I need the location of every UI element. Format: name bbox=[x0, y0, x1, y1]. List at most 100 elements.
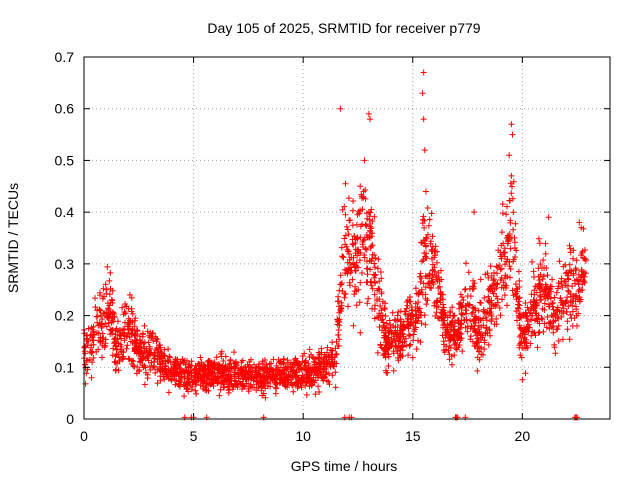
data-point bbox=[556, 258, 563, 265]
data-point bbox=[573, 292, 580, 299]
data-point bbox=[109, 352, 116, 359]
data-point bbox=[202, 384, 209, 391]
data-point bbox=[500, 279, 507, 286]
data-point bbox=[460, 297, 467, 303]
data-point bbox=[363, 246, 370, 253]
data-point bbox=[509, 131, 516, 138]
data-point bbox=[397, 327, 404, 334]
data-point bbox=[181, 369, 188, 376]
data-point bbox=[108, 317, 115, 324]
data-point bbox=[126, 356, 133, 363]
data-point bbox=[318, 345, 325, 352]
data-point bbox=[514, 317, 520, 324]
data-point bbox=[197, 382, 204, 389]
data-point bbox=[507, 217, 514, 224]
data-point bbox=[560, 305, 567, 312]
data-point bbox=[357, 183, 364, 190]
data-point bbox=[231, 349, 237, 356]
data-point bbox=[97, 307, 104, 314]
data-point bbox=[170, 371, 177, 378]
data-point bbox=[537, 261, 544, 268]
data-point bbox=[453, 341, 460, 348]
data-point bbox=[378, 307, 385, 314]
gridlines bbox=[84, 57, 610, 419]
data-point bbox=[403, 305, 410, 312]
data-point bbox=[350, 322, 357, 329]
data-point bbox=[218, 380, 224, 387]
data-point bbox=[238, 381, 244, 388]
data-point bbox=[540, 273, 547, 280]
data-point bbox=[346, 265, 352, 272]
plot-frame bbox=[83, 56, 611, 420]
data-point bbox=[461, 286, 468, 293]
data-point bbox=[564, 282, 571, 289]
data-point bbox=[133, 370, 140, 377]
data-point bbox=[222, 377, 229, 384]
data-point bbox=[504, 256, 511, 263]
data-point bbox=[363, 222, 370, 229]
data-point bbox=[475, 339, 482, 346]
data-point bbox=[325, 378, 332, 385]
data-point bbox=[244, 361, 251, 368]
data-point bbox=[364, 300, 371, 307]
data-point bbox=[516, 324, 523, 331]
data-point bbox=[578, 224, 585, 231]
data-point bbox=[123, 345, 130, 352]
data-point bbox=[121, 326, 128, 333]
y-tick-label: 0.4 bbox=[55, 204, 75, 220]
data-point bbox=[421, 312, 428, 319]
data-point bbox=[499, 251, 505, 258]
data-point bbox=[197, 373, 204, 380]
data-point bbox=[418, 320, 425, 327]
data-point bbox=[456, 305, 463, 312]
data-point bbox=[185, 388, 192, 395]
data-point bbox=[306, 383, 313, 390]
data-point bbox=[424, 231, 431, 238]
data-point bbox=[377, 303, 384, 309]
data-point bbox=[463, 316, 470, 323]
data-point bbox=[512, 281, 519, 288]
data-point bbox=[504, 240, 511, 247]
data-point bbox=[424, 280, 431, 287]
data-point bbox=[458, 311, 465, 318]
data-point bbox=[297, 364, 304, 371]
data-point bbox=[226, 386, 233, 393]
data-point bbox=[218, 374, 225, 381]
data-point bbox=[494, 295, 501, 302]
data-point bbox=[390, 323, 397, 329]
data-point bbox=[342, 241, 349, 248]
data-point bbox=[112, 367, 119, 374]
data-point bbox=[339, 206, 346, 213]
data-point bbox=[141, 347, 148, 354]
data-point bbox=[381, 305, 388, 311]
data-point bbox=[239, 357, 246, 364]
data-point bbox=[511, 245, 518, 251]
data-point bbox=[423, 255, 430, 262]
data-point bbox=[195, 366, 202, 373]
data-point bbox=[237, 366, 244, 373]
data-point bbox=[136, 346, 143, 353]
data-point bbox=[94, 319, 101, 326]
data-point bbox=[379, 298, 386, 305]
data-point bbox=[287, 380, 294, 386]
x-tick-label: 20 bbox=[515, 428, 531, 444]
data-point bbox=[427, 238, 434, 245]
data-point bbox=[217, 350, 224, 357]
data-point bbox=[471, 209, 478, 216]
y-tick-label: 0.1 bbox=[55, 359, 75, 375]
data-point bbox=[485, 286, 492, 293]
data-point bbox=[536, 240, 543, 247]
data-point bbox=[429, 233, 436, 240]
data-point bbox=[105, 320, 112, 327]
data-point bbox=[126, 291, 133, 298]
data-point bbox=[522, 300, 529, 306]
data-point bbox=[437, 295, 444, 302]
data-point bbox=[361, 252, 368, 258]
data-point bbox=[334, 343, 341, 349]
data-point bbox=[402, 324, 409, 331]
data-point bbox=[356, 210, 363, 217]
data-point bbox=[483, 325, 490, 332]
data-point bbox=[510, 226, 517, 233]
data-point bbox=[507, 266, 514, 272]
data-point bbox=[145, 352, 152, 359]
